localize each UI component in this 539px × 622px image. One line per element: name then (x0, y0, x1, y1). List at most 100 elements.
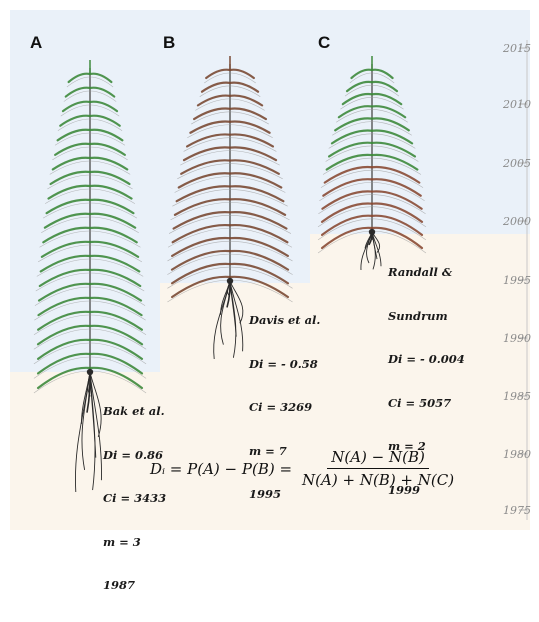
tree-whisker (167, 266, 231, 289)
tree-branch (88, 240, 140, 258)
tree-whisker (36, 258, 91, 277)
tree-branch (64, 86, 92, 98)
tree-whisker (89, 230, 141, 248)
formula-lhs: Dᵢ = P(A) − P(B) = (150, 459, 293, 478)
tree-branch (370, 68, 394, 80)
tree-whisker (322, 157, 373, 175)
info-block-c: Randall & Sundrum Di = - 0.004 Ci = 5057… (388, 236, 465, 526)
tree-whisker (317, 206, 373, 228)
tree-branch (36, 324, 92, 346)
tree-whisker (89, 76, 114, 88)
tree-whisker (89, 174, 133, 190)
tree-whisker (167, 253, 231, 275)
tree-branch (205, 68, 232, 80)
author-c-line1: Randall & (388, 265, 453, 279)
tree-branch (345, 80, 374, 93)
tree-branch (88, 114, 121, 127)
tree-whisker (371, 169, 424, 188)
tree-whisker (344, 84, 373, 97)
tree-whisker (204, 72, 231, 84)
year-tick-label: 2010 (503, 98, 531, 111)
tree-branch (228, 223, 289, 244)
figure: A B C Bak et al. Di = 0.86 Ci = 3433 m =… (10, 10, 531, 592)
tree-whisker (172, 189, 231, 207)
tree-branch (40, 240, 92, 258)
tree-whisker (229, 279, 293, 303)
di-a: Di = 0.86 (103, 447, 163, 462)
tree-branch (370, 190, 423, 210)
tree-whisker (89, 146, 128, 161)
tree-branch (56, 128, 92, 142)
tree-branch (88, 212, 137, 229)
tree-whisker (229, 253, 293, 275)
tree-branch (228, 275, 290, 299)
tree-whisker (89, 272, 145, 292)
tree-branch (88, 86, 116, 98)
tree-whisker (42, 202, 91, 219)
tree-whisker (371, 194, 426, 215)
year-tick-label: 1985 (503, 390, 531, 403)
info-block-b: Davis et al. Di = - 0.58 Ci = 3269 m = 7… (249, 284, 320, 531)
tree-whisker (66, 76, 91, 88)
tree-branch (182, 146, 232, 162)
tree-c (317, 56, 427, 271)
tree-branch (61, 100, 92, 113)
tree-whisker (371, 97, 404, 110)
root-strand (229, 280, 244, 324)
tree-branch (175, 185, 232, 203)
tree-branch (228, 146, 278, 162)
m-a: m = 3 (103, 534, 141, 549)
tree-illustration (10, 10, 530, 530)
root-strand (89, 371, 102, 438)
root-strand (89, 371, 96, 491)
year-tick-label: 1980 (503, 448, 531, 461)
tree-branch (228, 68, 255, 80)
tree-whisker (174, 176, 231, 193)
tree-whisker (371, 121, 412, 136)
tree-branch (370, 129, 414, 145)
tree-whisker (33, 370, 91, 394)
tree-branch (334, 117, 374, 132)
tree-branch (228, 94, 264, 107)
m-c: m = 2 (388, 439, 426, 453)
tree-whisker (371, 206, 427, 228)
tree-whisker (349, 72, 373, 84)
tree-branch (228, 81, 260, 93)
author-b: Davis et al. (249, 313, 321, 327)
tree-whisker (325, 145, 373, 162)
tree-branch (370, 165, 421, 184)
year-tick-label: 2000 (503, 215, 531, 228)
tree-a (33, 60, 147, 493)
root-strand (371, 231, 382, 267)
year-tick-label: 2005 (503, 157, 531, 170)
root-strand (229, 280, 244, 352)
tree-whisker (195, 98, 231, 111)
tree-whisker (33, 342, 91, 365)
tree-branch (51, 156, 92, 171)
panel-label-c: C (318, 33, 331, 52)
m-b: m = 7 (249, 443, 287, 458)
tree-branch (67, 72, 92, 84)
tree-branch (88, 100, 119, 113)
tree-whisker (63, 90, 91, 102)
tree-whisker (45, 188, 91, 204)
tree-whisker (229, 137, 277, 152)
background-ground (10, 234, 530, 530)
tree-branch (88, 226, 138, 244)
tree-whisker (229, 72, 256, 84)
tree-branch (88, 268, 142, 288)
tree-whisker (229, 150, 280, 166)
tree-branch (39, 254, 92, 273)
formula-fraction: N(A) − N(B) N(A) + N(B) + N(C) (298, 448, 458, 489)
tree-whisker (89, 258, 144, 277)
tree-whisker (89, 188, 135, 204)
tree-whisker (229, 266, 293, 289)
tree-branch (370, 202, 424, 223)
year-b: 1995 (249, 487, 282, 501)
tree-branch (88, 282, 143, 302)
ci-b: Ci = 3269 (249, 400, 313, 414)
tree-whisker (170, 202, 231, 221)
tree-whisker (371, 109, 408, 123)
tree-branch (323, 165, 374, 184)
tree-whisker (371, 157, 422, 175)
